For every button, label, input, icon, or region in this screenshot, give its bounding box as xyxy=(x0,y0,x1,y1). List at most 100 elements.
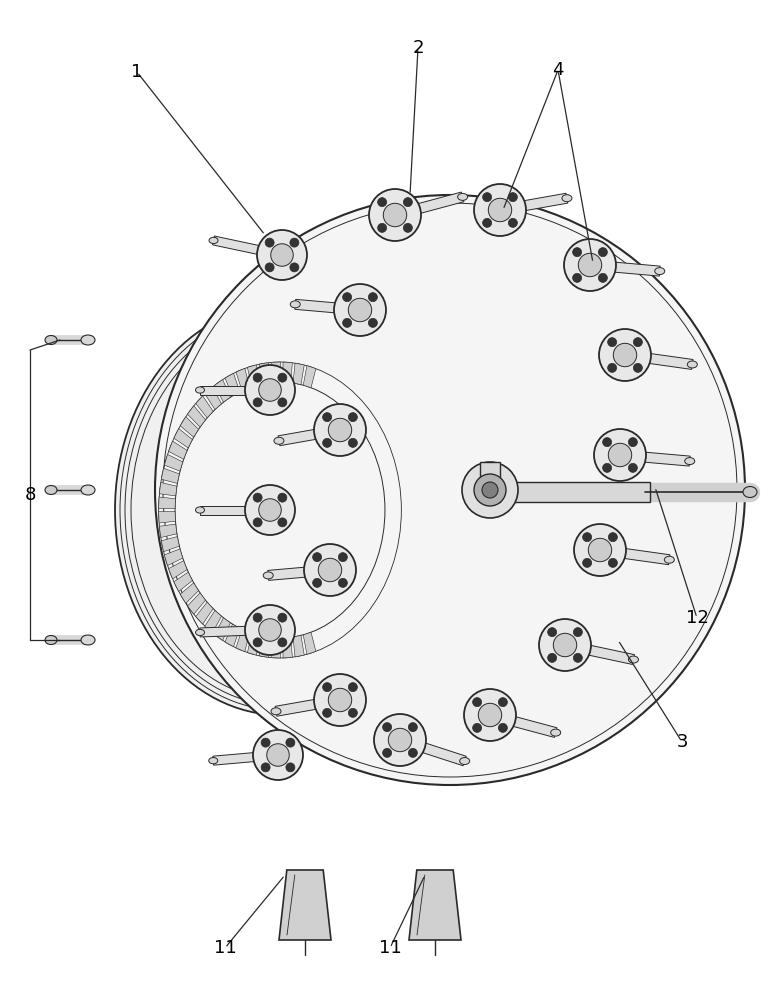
Polygon shape xyxy=(271,638,280,658)
Circle shape xyxy=(278,493,287,502)
Circle shape xyxy=(245,365,295,415)
Polygon shape xyxy=(278,425,341,446)
Circle shape xyxy=(603,463,612,472)
Polygon shape xyxy=(599,545,670,565)
Circle shape xyxy=(573,653,583,662)
Circle shape xyxy=(473,723,481,732)
Circle shape xyxy=(509,193,517,202)
Circle shape xyxy=(271,244,293,266)
Polygon shape xyxy=(174,428,192,448)
Polygon shape xyxy=(214,380,231,402)
Ellipse shape xyxy=(664,556,675,563)
Circle shape xyxy=(253,398,262,407)
Ellipse shape xyxy=(196,629,205,636)
Polygon shape xyxy=(279,870,331,940)
Circle shape xyxy=(404,198,412,207)
Circle shape xyxy=(603,438,612,447)
Circle shape xyxy=(564,239,616,291)
Polygon shape xyxy=(393,192,464,220)
Ellipse shape xyxy=(81,635,95,645)
Circle shape xyxy=(323,438,332,447)
Polygon shape xyxy=(293,363,305,385)
Circle shape xyxy=(343,293,351,302)
Ellipse shape xyxy=(45,486,57,494)
Circle shape xyxy=(348,413,358,422)
Circle shape xyxy=(323,683,332,692)
Circle shape xyxy=(323,708,332,717)
Polygon shape xyxy=(196,396,213,418)
Circle shape xyxy=(278,613,287,622)
Polygon shape xyxy=(180,417,199,437)
Ellipse shape xyxy=(687,361,697,368)
Circle shape xyxy=(259,499,281,521)
Circle shape xyxy=(598,248,608,257)
Polygon shape xyxy=(180,583,199,603)
Polygon shape xyxy=(174,572,192,592)
Circle shape xyxy=(483,193,492,202)
Ellipse shape xyxy=(551,729,561,736)
Text: 12: 12 xyxy=(686,609,708,627)
Ellipse shape xyxy=(271,708,281,715)
Circle shape xyxy=(334,284,386,336)
Circle shape xyxy=(383,203,407,227)
Circle shape xyxy=(312,553,322,562)
Circle shape xyxy=(553,633,576,657)
Circle shape xyxy=(278,373,287,382)
Circle shape xyxy=(253,613,262,622)
Circle shape xyxy=(509,218,517,227)
Circle shape xyxy=(599,329,651,381)
Circle shape xyxy=(408,723,418,732)
Ellipse shape xyxy=(460,758,470,765)
Polygon shape xyxy=(164,549,183,566)
Circle shape xyxy=(633,338,643,347)
Circle shape xyxy=(548,653,557,662)
Circle shape xyxy=(369,189,421,241)
Polygon shape xyxy=(159,497,175,509)
Circle shape xyxy=(319,558,342,582)
Polygon shape xyxy=(214,618,231,640)
Ellipse shape xyxy=(81,335,95,345)
Polygon shape xyxy=(160,524,177,538)
Circle shape xyxy=(343,318,351,327)
Polygon shape xyxy=(275,695,341,716)
Ellipse shape xyxy=(685,458,695,465)
Circle shape xyxy=(261,738,270,747)
Polygon shape xyxy=(303,632,316,654)
Circle shape xyxy=(374,714,426,766)
Circle shape xyxy=(594,429,646,481)
Circle shape xyxy=(488,198,512,222)
Polygon shape xyxy=(564,640,635,664)
Circle shape xyxy=(482,482,498,498)
Ellipse shape xyxy=(209,237,218,244)
Polygon shape xyxy=(213,236,283,259)
Circle shape xyxy=(265,263,274,272)
Ellipse shape xyxy=(291,301,300,308)
Polygon shape xyxy=(188,406,206,427)
Polygon shape xyxy=(168,561,187,579)
Polygon shape xyxy=(159,511,175,523)
Text: 2: 2 xyxy=(412,39,424,57)
Circle shape xyxy=(598,273,608,282)
Circle shape xyxy=(338,578,347,587)
Circle shape xyxy=(253,493,262,502)
Circle shape xyxy=(348,683,358,692)
Circle shape xyxy=(382,723,392,732)
Polygon shape xyxy=(271,362,280,382)
Circle shape xyxy=(314,404,366,456)
Circle shape xyxy=(633,363,643,372)
Circle shape xyxy=(253,730,303,780)
Circle shape xyxy=(478,703,502,727)
Circle shape xyxy=(253,518,262,527)
Polygon shape xyxy=(294,299,361,315)
Polygon shape xyxy=(160,482,177,496)
Circle shape xyxy=(278,518,287,527)
Circle shape xyxy=(368,293,377,302)
Circle shape xyxy=(464,689,516,741)
Polygon shape xyxy=(283,362,292,383)
Circle shape xyxy=(474,474,506,506)
Polygon shape xyxy=(248,633,259,655)
Circle shape xyxy=(348,708,358,717)
Circle shape xyxy=(314,674,366,726)
Circle shape xyxy=(278,398,287,407)
Circle shape xyxy=(588,538,612,562)
